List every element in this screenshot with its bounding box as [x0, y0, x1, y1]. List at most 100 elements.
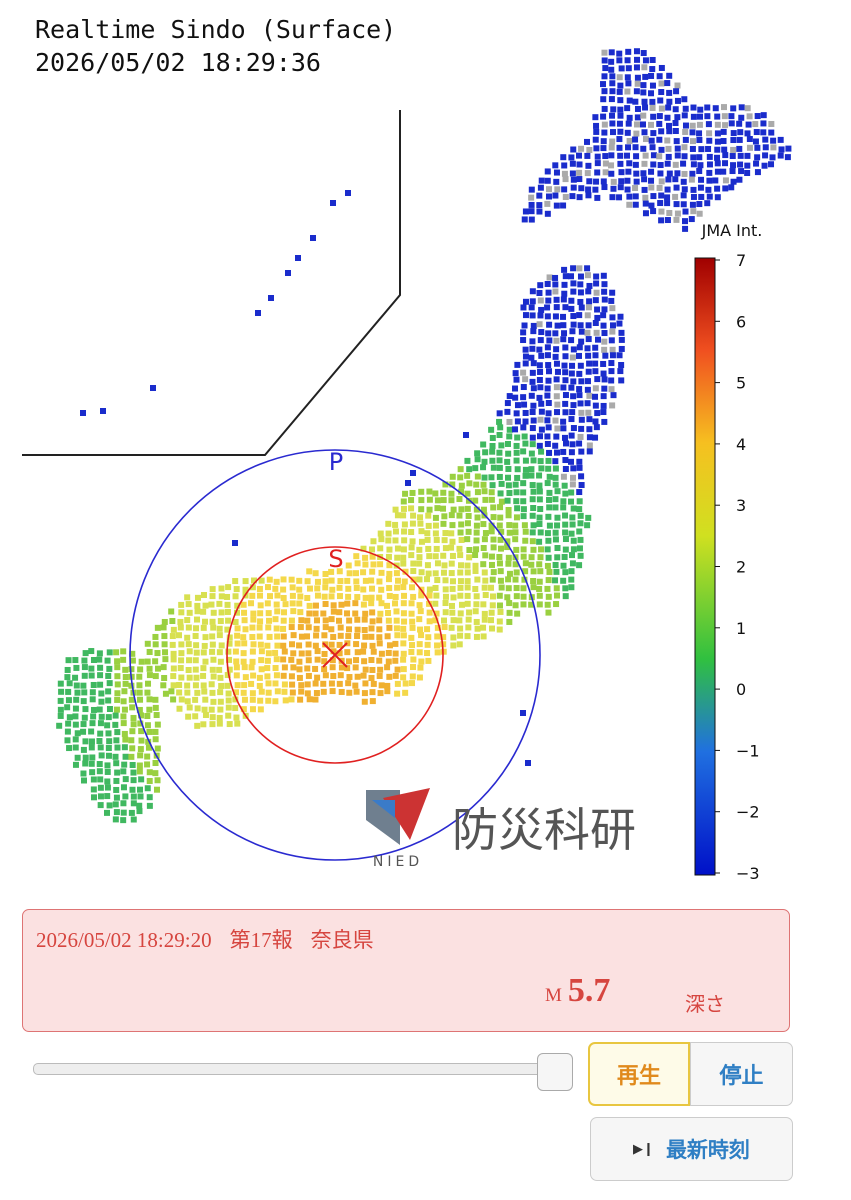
station-dot: [400, 674, 407, 681]
station-dot: [554, 554, 561, 561]
station-dot: [514, 474, 521, 481]
station-dot: [728, 120, 735, 127]
station-dot: [362, 680, 369, 687]
station-dot: [216, 714, 223, 721]
station-dot: [418, 632, 425, 639]
station-dot: [120, 656, 127, 663]
station-dot: [546, 368, 553, 375]
station-dot: [400, 666, 407, 673]
station-dot: [616, 50, 623, 57]
station-dot: [376, 640, 383, 647]
station-dot: [560, 473, 567, 480]
station-dot: [200, 665, 207, 672]
station-dot: [560, 498, 567, 505]
station-dot: [562, 585, 569, 592]
station-dot: [682, 122, 689, 129]
station-dot: [697, 162, 704, 169]
station-dot: [466, 480, 473, 487]
station-dot: [72, 736, 79, 743]
station-dot: [337, 672, 344, 679]
station-dot: [528, 472, 535, 479]
station-dot: [536, 346, 543, 353]
stop-button[interactable]: 停止: [690, 1042, 793, 1106]
station-dot: [328, 593, 335, 600]
station-dot: [344, 665, 351, 672]
station-dot: [480, 633, 487, 640]
station-dot: [433, 610, 440, 617]
station-dot: [209, 641, 216, 648]
station-dot: [312, 642, 319, 649]
station-dot: [456, 545, 463, 552]
station-dot: [608, 96, 615, 103]
station-dot: [520, 424, 527, 431]
station-dot: [96, 656, 103, 663]
station-dot: [561, 362, 568, 369]
station-dot: [144, 658, 151, 665]
station-dot: [130, 769, 137, 776]
logo-text: 防災科研: [452, 803, 636, 857]
station-dot: [154, 721, 161, 728]
station-dot: [560, 562, 567, 569]
station-dot: [610, 392, 617, 399]
station-dot: [696, 168, 703, 175]
station-dot: [400, 610, 407, 617]
station-dot: [97, 720, 104, 727]
station-dot: [281, 648, 288, 655]
station-dot: [232, 578, 239, 585]
station-dot: [576, 386, 583, 393]
station-dot: [154, 665, 161, 672]
station-dot: [393, 625, 400, 632]
slider-thumb[interactable]: [537, 1053, 573, 1091]
station-dot: [520, 329, 527, 336]
station-dot: [216, 720, 223, 727]
station-dot: [664, 186, 671, 193]
station-dot: [402, 680, 409, 687]
station-dot: [136, 689, 143, 696]
station-dot: [432, 617, 439, 624]
station-dot: [200, 624, 207, 631]
station-dot: [432, 530, 439, 537]
time-slider[interactable]: [33, 1063, 555, 1075]
station-dot: [609, 289, 616, 296]
station-dot: [129, 650, 136, 657]
station-dot: [328, 568, 335, 575]
station-dot: [528, 201, 535, 208]
station-dot: [90, 776, 97, 783]
station-dot: [416, 546, 423, 553]
station-dot: [544, 304, 551, 311]
station-dot: [400, 656, 407, 663]
station-dot: [240, 634, 247, 641]
station-dot: [545, 297, 552, 304]
station-dot: [610, 106, 617, 113]
station-dot: [553, 393, 560, 400]
station-dot: [601, 338, 608, 345]
station-dot: [353, 688, 360, 695]
eew-alert: 2026/05/02 18:29:20 第17報 奈良県 M 5.7 深さ: [22, 909, 790, 1032]
station-dot: [410, 568, 417, 575]
station-dot: [553, 376, 560, 383]
station-dot: [442, 577, 449, 584]
station-dot: [376, 657, 383, 664]
station-dot: [568, 297, 575, 304]
station-dot: [120, 648, 127, 655]
station-dot: [609, 402, 616, 409]
station-dot: [194, 594, 201, 601]
station-dot: [90, 657, 97, 664]
station-dot: [392, 672, 399, 679]
play-button[interactable]: 再生: [588, 1042, 690, 1106]
alert-time: 2026/05/02 18:29:20: [36, 928, 212, 952]
station-dot: [209, 586, 216, 593]
latest-button[interactable]: ▶❙ 最新時刻: [590, 1117, 793, 1181]
station-dot: [281, 688, 288, 695]
station-dot: [594, 336, 601, 343]
station-dot: [505, 482, 512, 489]
station-dot: [314, 648, 321, 655]
station-dot: [514, 505, 521, 512]
station-dot: [377, 666, 384, 673]
station-dot: [128, 666, 135, 673]
station-dot: [345, 593, 352, 600]
station-dot: [552, 288, 559, 295]
station-dot: [185, 713, 192, 720]
station-dot: [456, 617, 463, 624]
station-dot: [362, 610, 369, 617]
